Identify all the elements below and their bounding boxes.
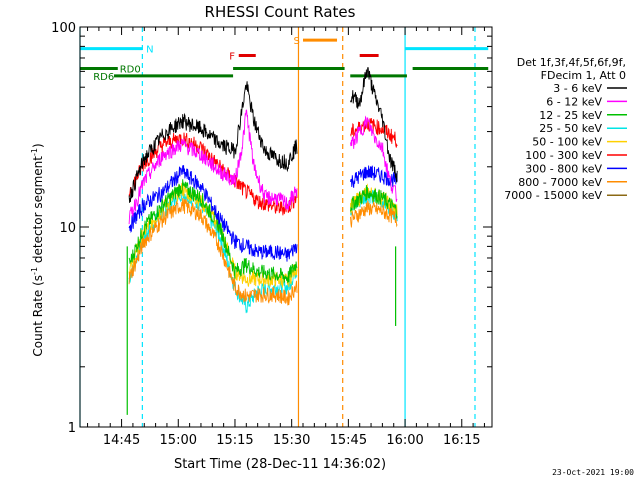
legend-header: FDecim 1, Att 0 [541, 69, 626, 82]
state-bar-label: RD6 [93, 72, 114, 83]
legend-entry-label: 25 - 50 keV [539, 122, 602, 135]
plot-area: N RD0 RD6 F S [79, 27, 489, 427]
series-line [128, 197, 398, 306]
y-tick-label: 1 [68, 421, 76, 436]
legend: Det 1f,3f,4f,5f,6f,9f,FDecim 1, Att 03 -… [504, 56, 627, 202]
series-line [128, 165, 398, 262]
x-tick-label: 16:00 [386, 433, 423, 448]
state-bar-label: RD0 [120, 65, 141, 76]
x-tick-label: 14:45 [103, 433, 140, 448]
x-tick-label: 15:15 [216, 433, 253, 448]
legend-entry-label: 800 - 7000 keV [518, 176, 602, 189]
state-bar-label: S [294, 36, 300, 47]
state-bar-label: N [146, 45, 153, 56]
legend-entry-label: 7000 - 15000 keV [504, 189, 602, 202]
x-tick-label: 15:00 [160, 433, 197, 448]
timestamp: 23-Oct-2021 19:00 [552, 468, 634, 477]
legend-entry-label: 300 - 800 keV [525, 162, 602, 175]
x-tick-label: 15:30 [273, 433, 310, 448]
legend-entry-label: 100 - 300 keV [525, 149, 602, 162]
legend-entry-label: 6 - 12 keV [546, 95, 602, 108]
y-axis-label: Count Rate (s-1 detector segment-1) [30, 143, 45, 356]
y-tick-label: 100 [51, 21, 76, 36]
state-bar-label: F [229, 52, 235, 63]
legend-header: Det 1f,3f,4f,5f,6f,9f, [517, 56, 626, 69]
legend-entry-label: 3 - 6 keV [553, 82, 602, 95]
legend-entry-label: 50 - 100 keV [532, 136, 602, 149]
series-line [128, 67, 398, 203]
axes: 14:45 15:00 15:15 15:30 15:45 16:00 16:15 1 10 10… [51, 21, 493, 448]
x-axis-label: Start Time (28-Dec-11 14:36:02) [174, 457, 386, 472]
series-line [128, 109, 398, 225]
chart-title: RHESSI Count Rates [205, 3, 356, 21]
x-tick-label: 16:15 [443, 433, 480, 448]
series-line [128, 179, 398, 284]
x-tick-label: 15:45 [330, 433, 367, 448]
y-tick-label: 10 [59, 221, 76, 236]
legend-entry-label: 12 - 25 keV [539, 109, 602, 122]
